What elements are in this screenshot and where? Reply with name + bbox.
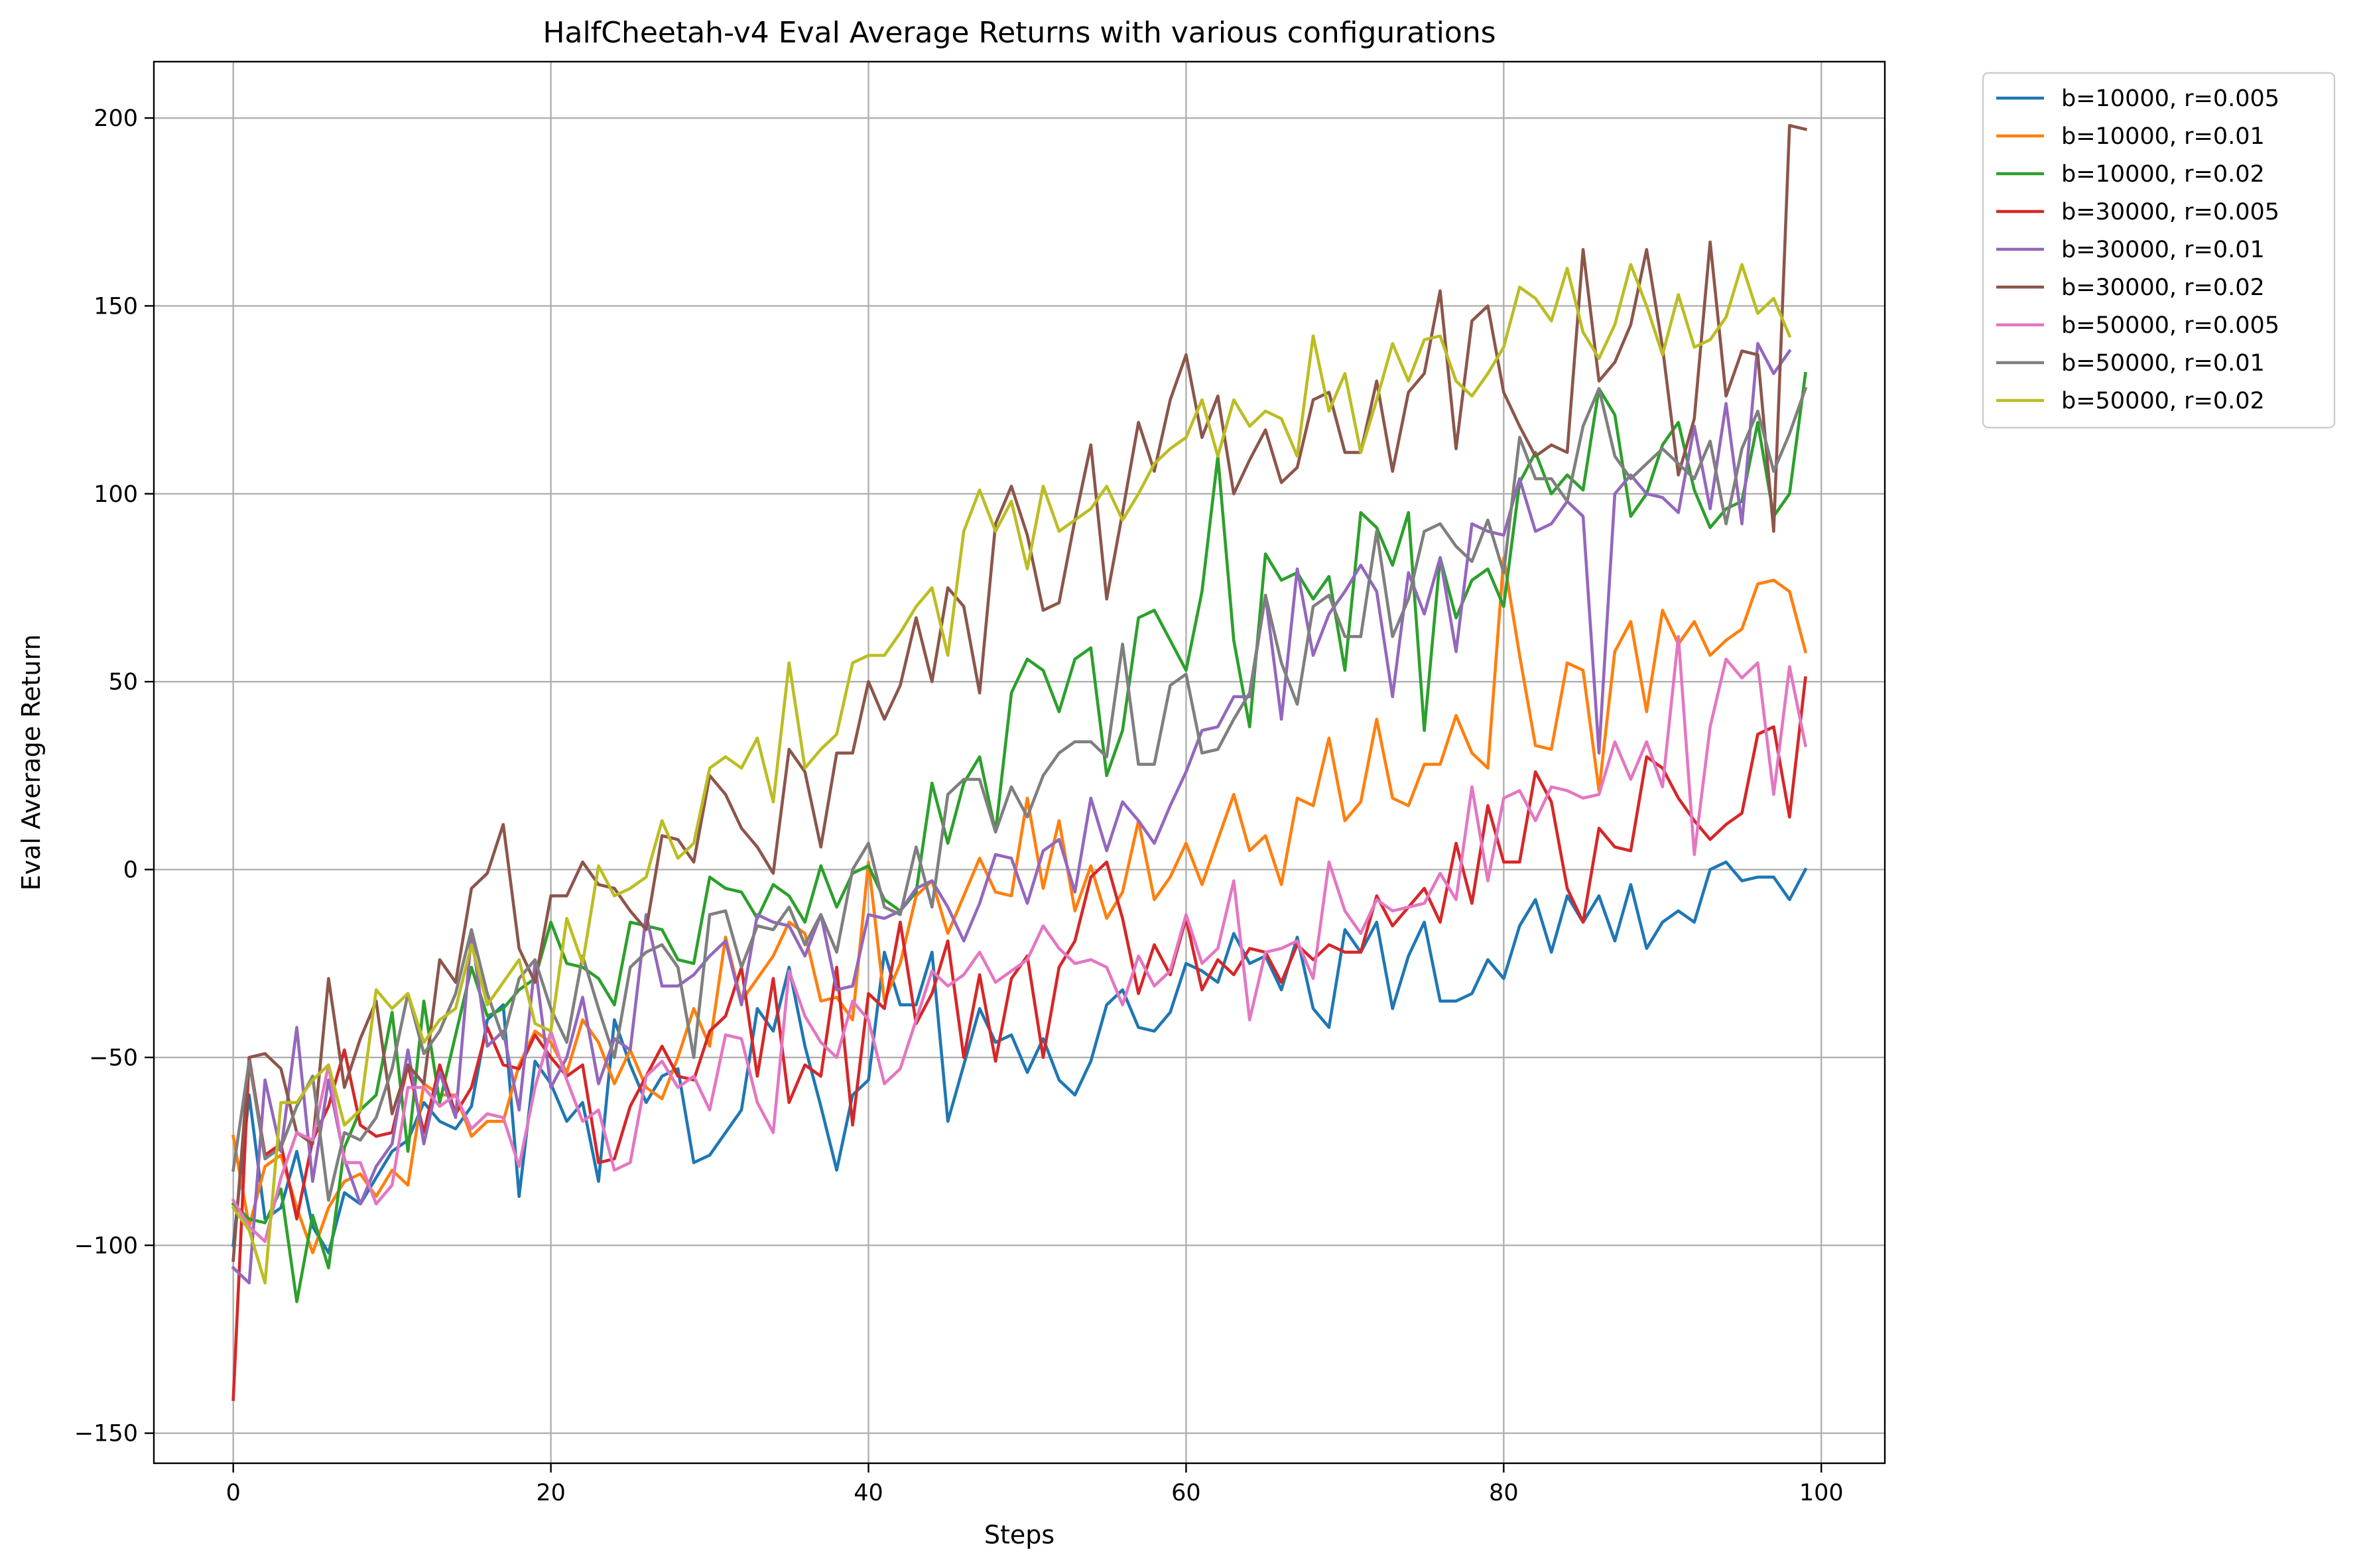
legend-entry-label: b=50000, r=0.02 — [2061, 388, 2265, 414]
legend-box — [1982, 72, 2336, 429]
series-line-8 — [231, 387, 1808, 1202]
series-line-2 — [231, 556, 1808, 1254]
plot-area-frame — [153, 60, 1886, 1465]
x-axis-label: Steps — [984, 1520, 1054, 1549]
legend-entry-label: b=30000, r=0.005 — [2061, 199, 2279, 225]
y-tick-label: −50 — [89, 1045, 138, 1071]
y-tick-label: −150 — [74, 1421, 138, 1447]
legend: b=10000, r=0.005 b=10000, r=0.01 b=10000, … — [1982, 72, 2336, 429]
series-line-4 — [231, 676, 1807, 1402]
series-layer — [231, 124, 1808, 1402]
y-tick-label: 50 — [108, 669, 138, 695]
x-tick-label: 80 — [1489, 1480, 1519, 1506]
x-tick-label: 0 — [226, 1480, 241, 1506]
series-line-7 — [231, 634, 1808, 1243]
x-tick-label: 20 — [536, 1480, 566, 1506]
series-line-5 — [231, 341, 1792, 1285]
x-tick-label: 40 — [854, 1480, 883, 1506]
legend-entry-label: b=10000, r=0.005 — [2061, 86, 2279, 112]
y-tick-label: 150 — [94, 293, 138, 320]
series-line-9 — [231, 263, 1792, 1285]
legend-entry-label: b=50000, r=0.005 — [2061, 312, 2279, 339]
legend-entry-label: b=30000, r=0.02 — [2061, 274, 2265, 301]
legend-entry-label: b=10000, r=0.02 — [2061, 161, 2265, 188]
y-tick-label: 200 — [94, 105, 138, 132]
x-tick-label: 60 — [1171, 1480, 1201, 1506]
series-line-6 — [231, 124, 1808, 1262]
grid — [154, 62, 1885, 1463]
chart-title: HalfCheetah-v4 Eval Average Returns with… — [543, 16, 1496, 50]
legend-entry-label: b=10000, r=0.01 — [2061, 123, 2265, 150]
y-tick-label: 100 — [94, 481, 138, 508]
axis-ticks: 0 20 40 60 80 100 −150 −100 −50 0 50 100 150 200 — [74, 105, 1844, 1506]
y-tick-label: −100 — [74, 1233, 138, 1259]
y-axis-label: Eval Average Return — [17, 634, 46, 891]
x-tick-label: 100 — [1799, 1480, 1844, 1506]
legend-entry-label: b=50000, r=0.01 — [2061, 350, 2265, 377]
y-tick-label: 0 — [123, 857, 138, 884]
legend-entry-label: b=30000, r=0.01 — [2061, 237, 2265, 263]
